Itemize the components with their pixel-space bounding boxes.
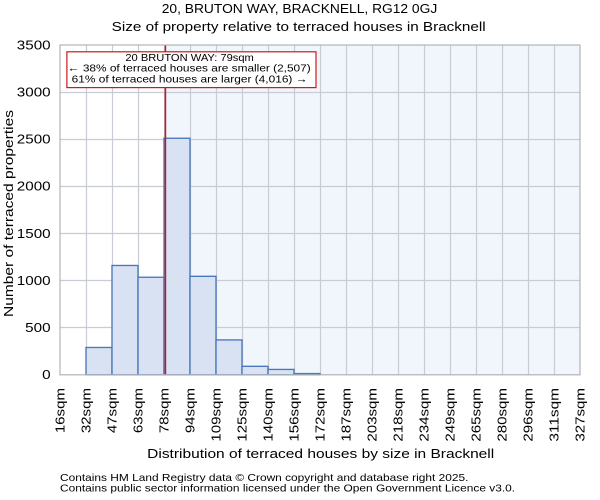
- svg-text:16sqm: 16sqm: [52, 388, 67, 433]
- svg-text:1000: 1000: [17, 273, 51, 288]
- svg-text:203sqm: 203sqm: [364, 388, 379, 442]
- svg-text:234sqm: 234sqm: [416, 388, 431, 442]
- svg-text:94sqm: 94sqm: [182, 388, 197, 433]
- svg-text:Number of terraced properties: Number of terraced properties: [1, 110, 16, 317]
- svg-text:311sqm: 311sqm: [546, 388, 561, 442]
- svg-text:172sqm: 172sqm: [312, 388, 327, 442]
- svg-text:47sqm: 47sqm: [104, 388, 119, 433]
- svg-text:296sqm: 296sqm: [520, 388, 535, 442]
- svg-text:20, BRUTON WAY, BRACKNELL, RG1: 20, BRUTON WAY, BRACKNELL, RG12 0GJ: [162, 1, 438, 16]
- svg-text:← 38% of terraced houses are s: ← 38% of terraced houses are smaller (2,…: [68, 62, 311, 74]
- svg-text:218sqm: 218sqm: [390, 388, 405, 442]
- svg-text:Contains public sector informa: Contains public sector information licen…: [60, 482, 515, 494]
- svg-text:3000: 3000: [17, 84, 51, 99]
- svg-text:1500: 1500: [17, 226, 51, 241]
- svg-text:125sqm: 125sqm: [234, 388, 249, 442]
- svg-text:Contains HM Land Registry data: Contains HM Land Registry data © Crown c…: [60, 472, 468, 484]
- svg-text:2000: 2000: [17, 179, 51, 194]
- svg-text:156sqm: 156sqm: [286, 388, 301, 442]
- svg-text:140sqm: 140sqm: [260, 388, 275, 442]
- svg-text:265sqm: 265sqm: [468, 388, 483, 442]
- svg-text:61% of terraced houses are lar: 61% of terraced houses are larger (4,016…: [72, 73, 308, 85]
- svg-text:249sqm: 249sqm: [442, 388, 457, 442]
- svg-text:109sqm: 109sqm: [208, 388, 223, 442]
- svg-text:Size of property relative to t: Size of property relative to terraced ho…: [112, 19, 486, 34]
- svg-text:20 BRUTON WAY: 79sqm: 20 BRUTON WAY: 79sqm: [125, 52, 254, 64]
- svg-text:3500: 3500: [17, 37, 51, 52]
- svg-text:280sqm: 280sqm: [494, 388, 509, 442]
- svg-text:2500: 2500: [17, 132, 51, 147]
- svg-text:500: 500: [25, 320, 50, 335]
- svg-text:78sqm: 78sqm: [156, 388, 171, 433]
- svg-text:63sqm: 63sqm: [130, 388, 145, 433]
- svg-text:0: 0: [42, 367, 51, 382]
- svg-text:Distribution of terraced house: Distribution of terraced houses by size …: [147, 446, 494, 461]
- svg-text:187sqm: 187sqm: [338, 388, 353, 442]
- svg-text:327sqm: 327sqm: [572, 388, 587, 442]
- svg-text:32sqm: 32sqm: [78, 388, 93, 433]
